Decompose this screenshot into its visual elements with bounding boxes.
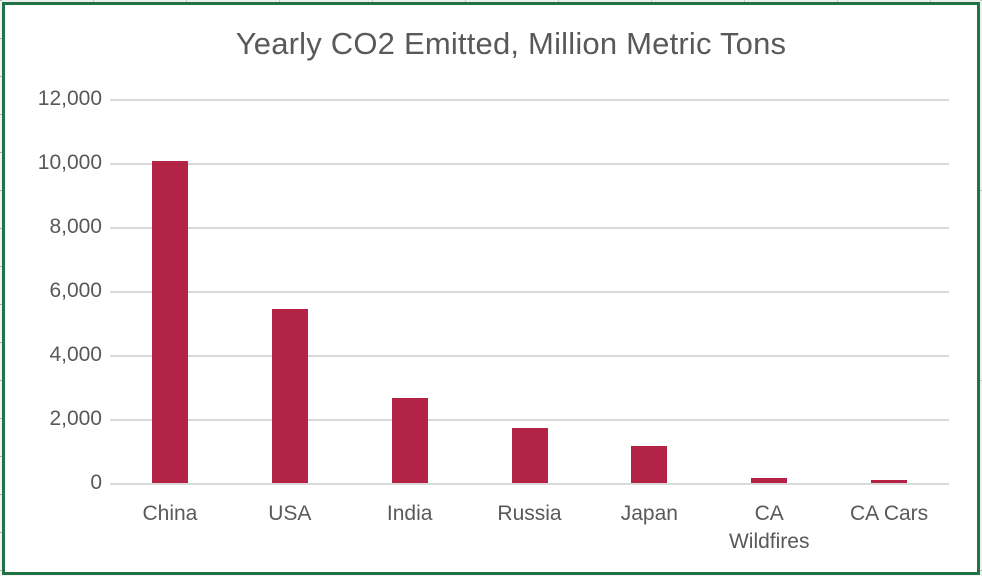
x-category-label: Japan (620, 502, 678, 525)
y-tick-label: 0 (90, 471, 102, 494)
x-axis-labels: China USA India Russia Japan CA Wildfires CA C… (110, 500, 949, 555)
x-category-label: India (386, 502, 433, 525)
bar (751, 478, 788, 483)
bar (511, 428, 548, 483)
bar-slot (709, 99, 829, 483)
x-category-slot: Japan (589, 500, 709, 528)
plot-area (110, 99, 949, 485)
x-category-slot: CA Cars (829, 500, 949, 528)
y-tick-label: 10,000 (37, 151, 102, 174)
x-category-label: China (142, 502, 198, 525)
x-category-slot: CA Wildfires (709, 500, 829, 555)
bar (271, 309, 308, 483)
bar-slot (470, 99, 590, 483)
spreadsheet-gridline-sliver-left (0, 0, 2, 576)
spreadsheet-gridline-sliver-right (980, 0, 982, 576)
chart-title: Yearly CO2 Emitted, Million Metric Tons (235, 26, 787, 61)
bar (871, 480, 908, 483)
x-category-slot: India (350, 500, 470, 528)
x-category-label: CA Cars (849, 502, 929, 525)
y-tick-label: 6,000 (49, 279, 102, 302)
x-category-label: Russia (497, 502, 562, 525)
y-tick-label: 4,000 (49, 343, 102, 366)
bar-slot (589, 99, 709, 483)
bar-slot (110, 99, 230, 483)
spreadsheet-gridline-sliver-top (0, 0, 982, 2)
x-category-slot: Russia (470, 500, 590, 528)
bar-slot (350, 99, 470, 483)
x-category-label: CA Wildfires (728, 502, 810, 553)
y-axis-labels: 12,000 10,000 8,000 6,000 4,000 2,000 0 (5, 88, 102, 494)
x-category-slot: China (110, 500, 230, 528)
bar (631, 446, 668, 483)
y-tick-label: 2,000 (49, 407, 102, 430)
bars-container (110, 99, 949, 483)
bar (151, 161, 188, 483)
bar-slot (230, 99, 350, 483)
x-category-label: USA (268, 502, 312, 525)
x-category-slot: USA (230, 500, 350, 528)
bar (391, 398, 428, 483)
y-tick-label: 12,000 (37, 87, 102, 110)
y-tick-label: 8,000 (49, 215, 102, 238)
bar-slot (829, 99, 949, 483)
